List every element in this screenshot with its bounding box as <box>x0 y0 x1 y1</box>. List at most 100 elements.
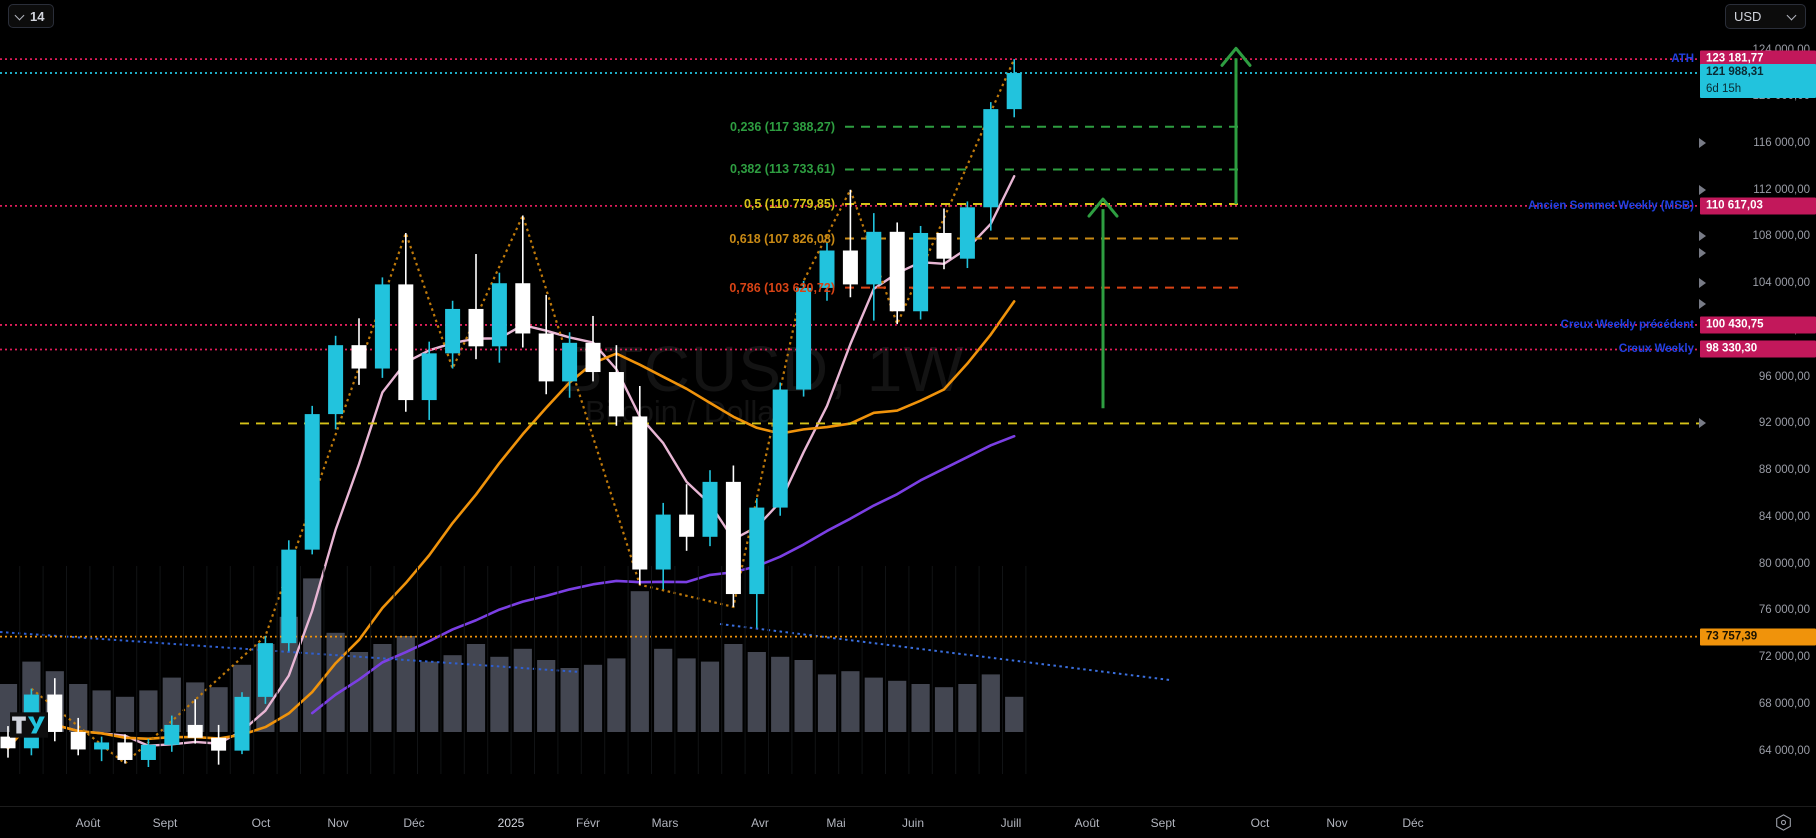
price-tag-value: 110 617,03 <box>1706 199 1763 212</box>
time-tick-0: Août <box>75 816 101 830</box>
fibonacci-label-0: 0,236 (117 388,27) <box>730 119 835 134</box>
candle-body <box>281 549 297 644</box>
candle-body <box>94 742 110 750</box>
clock-icon[interactable] <box>1775 814 1792 831</box>
candle-body <box>234 696 250 751</box>
candle-body <box>1006 73 1022 110</box>
volume-bar <box>747 652 766 732</box>
price-tick-7: 96 000,00 <box>1758 370 1810 383</box>
candle-body <box>304 414 320 550</box>
scale-marker <box>1699 418 1706 429</box>
price-tag-orange-level[interactable]: 73 757,39 <box>1700 628 1816 646</box>
price-tag-last-price[interactable]: 121 988,31 6d 15h <box>1700 64 1816 99</box>
candle-body <box>70 731 86 750</box>
volume-bar <box>864 677 883 732</box>
volume-bar <box>115 696 135 732</box>
candle-body <box>679 514 695 537</box>
scale-marker <box>1699 278 1706 289</box>
volume-bar <box>700 661 720 732</box>
price-tick-11: 80 000,00 <box>1758 557 1810 570</box>
candle-body <box>608 372 624 417</box>
candle-body <box>164 724 180 745</box>
candle-body <box>796 287 812 390</box>
time-tick-13: Sept <box>1150 816 1176 830</box>
candle-body <box>772 389 788 508</box>
candle-body <box>328 345 344 415</box>
candle-body <box>936 232 952 259</box>
price-tick-9: 88 000,00 <box>1758 464 1810 477</box>
price-tag-ath[interactable]: 123 181,77 <box>1700 50 1816 68</box>
price-tick-2: 116 000,00 <box>1753 137 1810 149</box>
volume-bar <box>466 644 486 732</box>
time-tick-10: Juin <box>901 816 925 830</box>
price-tag-value: 100 430,75 <box>1706 318 1764 331</box>
price-tick-10: 84 000,00 <box>1758 510 1810 523</box>
volume-bar <box>654 648 673 732</box>
volume-bar <box>349 652 369 732</box>
price-tag-value: 73 757,39 <box>1706 630 1758 643</box>
volume-bar <box>443 655 462 732</box>
time-tick-16: Déc <box>1402 816 1424 830</box>
volume-bar <box>677 658 696 732</box>
candle-body <box>491 283 507 347</box>
timeframe-label: 14 <box>30 8 45 24</box>
level-name-creux-weekly-precedent: Creux Weekly précédent <box>1560 318 1694 331</box>
scale-marker <box>1699 299 1706 310</box>
volume-bar <box>888 680 907 732</box>
candle-body <box>585 342 601 373</box>
candle-body <box>445 308 461 354</box>
candle-body <box>889 231 905 312</box>
volume-bar <box>139 690 158 732</box>
volume-bar <box>630 591 649 732</box>
volume-bar <box>209 687 228 732</box>
volume-bar <box>303 578 322 732</box>
price-tag-creux-weekly[interactable]: 98 330,30 <box>1700 340 1816 358</box>
zigzag-indicator <box>30 58 1016 765</box>
level-name-creux-weekly: Creux Weekly <box>1618 343 1694 356</box>
trend-line-blue <box>0 631 581 673</box>
candle-body <box>538 333 554 382</box>
level-name-ancien-sommet-weekly-msb: Ancien Sommet Weekly (MSB) <box>1528 199 1694 212</box>
timeframe-selector[interactable]: 14 <box>8 4 55 28</box>
time-scale[interactable]: Août Sept Oct Nov Déc 2025 Févr Mars Avr Mai Juin J… <box>0 806 1816 838</box>
price-tick-3: 112 000,00 <box>1753 183 1810 196</box>
candle-body <box>140 744 156 760</box>
price-tag-value: 123 181,77 <box>1706 52 1764 65</box>
fibonacci-label-3: 0,618 (107 826,08) <box>729 231 835 246</box>
currency-selector[interactable]: USD <box>1725 4 1806 29</box>
volume-bar <box>92 690 111 732</box>
volume-bar <box>794 660 813 732</box>
time-tick-15: Nov <box>1326 816 1348 830</box>
time-tick-7: Mars <box>651 816 679 830</box>
price-tick-8: 92 000,00 <box>1758 417 1810 430</box>
time-tick-3: Nov <box>327 816 349 830</box>
time-tick-14: Oct <box>1250 816 1270 830</box>
volume-bar <box>513 648 532 732</box>
price-tick-4: 108 000,00 <box>1752 230 1810 243</box>
currency-label: USD <box>1734 9 1762 24</box>
volume-bar <box>490 656 509 732</box>
candle-body <box>562 342 578 382</box>
fibonacci-label-4: 0,786 (103 620,72) <box>729 280 835 295</box>
candle-body <box>632 416 648 570</box>
fibonacci-label-1: 0,382 (113 733,61) <box>730 162 835 177</box>
candle-body <box>211 737 227 751</box>
level-name-ath: ATH <box>1671 53 1694 66</box>
time-tick-8: Avr <box>751 816 769 830</box>
price-tick-15: 64 000,00 <box>1758 744 1810 757</box>
volume-bar <box>373 644 392 732</box>
chevron-down-icon <box>16 12 25 21</box>
scale-marker <box>1699 247 1706 258</box>
candle-body <box>866 231 882 285</box>
price-tag-creux-weekly-precedent[interactable]: 100 430,75 <box>1700 316 1816 334</box>
price-tag-ancien-sommet-weekly-msb[interactable]: 110 617,03 <box>1700 197 1816 215</box>
candle-body <box>47 694 63 732</box>
time-tick-11: Juill <box>1000 816 1022 830</box>
candle-body <box>0 736 16 749</box>
green-arrow-annotation <box>1220 46 1252 205</box>
volume-bar <box>841 671 860 732</box>
scale-marker <box>1699 231 1706 242</box>
tradingview-logo <box>10 712 48 738</box>
chart-plot-area[interactable]: BTCUSD, 1W Bitcoin / Dollar 0,236 (117 3… <box>0 32 1700 774</box>
